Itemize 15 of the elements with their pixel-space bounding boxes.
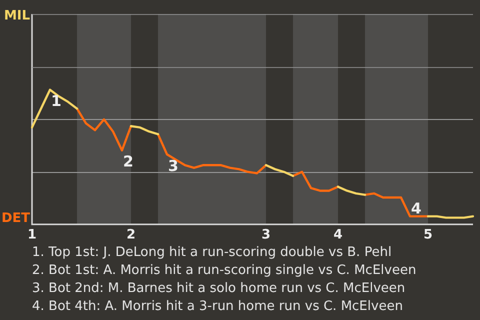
x-tick-label: 1 (27, 228, 37, 243)
text: DET (1, 210, 30, 226)
text: MIL (4, 8, 30, 24)
annotation: 4 (411, 200, 422, 218)
x-tick-label: 3 (261, 228, 271, 243)
annotation: 3 (168, 156, 178, 175)
text: 2. Bot 1st: A. Morris hit a run-scoring single vs C. McElveen (32, 262, 416, 280)
text: 3. Bot 2nd: M. Barnes hit a solo home run vs C. McElveen (32, 280, 406, 298)
text: 1. Top 1st: J. DeLong hit a run-scoring double vs B. Pehl (32, 244, 393, 262)
annotation: 2 (123, 152, 134, 171)
x-tick-label: 5 (423, 228, 433, 243)
x-tick-label: 4 (333, 228, 343, 243)
x-tick-label: 2 (126, 228, 136, 243)
annotation: 1 (51, 92, 62, 110)
text: 4. Bot 4th: A. Morris hit a 3-run home run vs C. McElveen (32, 298, 404, 316)
